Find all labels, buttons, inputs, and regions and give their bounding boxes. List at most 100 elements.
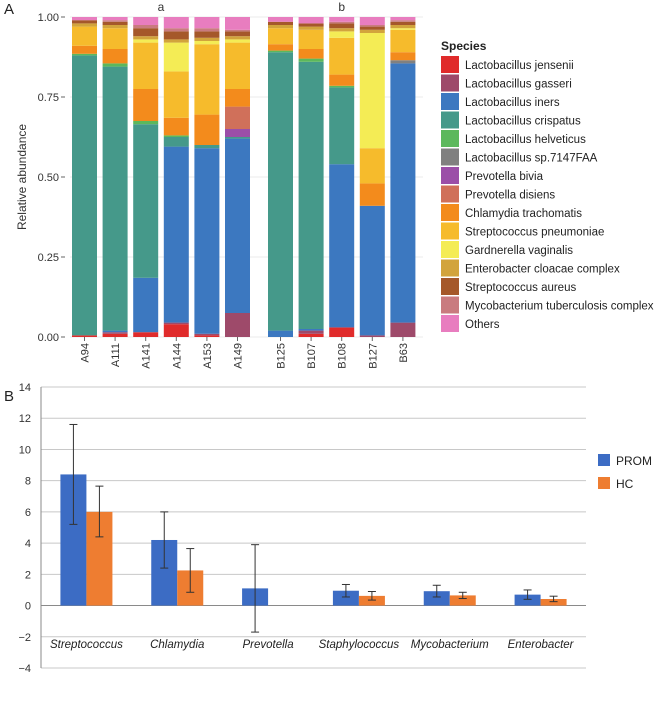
bar-a144-others (163, 17, 189, 29)
bar-a153-chlamydia-trachomatis (194, 114, 220, 145)
bar-b63-lactobacillus-gasseri (390, 322, 416, 337)
x-tick-label-streptococcus: Streptococcus (50, 639, 123, 651)
bar-a94-streptococcus-pneumoniae (72, 26, 97, 46)
panel-a-x-ticks: A94 A111 A141 A144 A153 A149 B125 B107 B108 B127 B… (80, 337, 410, 369)
x-tick-label-staphylococcus: Staphylococcus (319, 639, 400, 651)
x-tick-label-b108: B108 (337, 343, 349, 369)
legend-swatch-lactobacillus-iners (441, 93, 459, 110)
x-tick-label-chlamydia: Chlamydia (150, 639, 204, 651)
legend-title: Species (441, 39, 487, 53)
bar-a149-lactobacillus-crispatus (225, 137, 250, 139)
y-tick-label: 0.00 (38, 332, 59, 344)
bar-a94-streptococcus-aureus (72, 20, 97, 24)
bar-b63-mycobacterium-tuberculosis-complex (390, 20, 416, 22)
bar-b108-streptococcus-aureus (329, 23, 355, 29)
legend-swatch-prevotella-disiens (441, 185, 459, 203)
panel-b-bars (60, 474, 567, 606)
bar-hc-enterobacter (540, 598, 567, 606)
legend-swatch-lactobacillus-jensenii (441, 56, 459, 73)
bar-a149-prevotella-bivia (225, 129, 250, 137)
x-tick-label-a149: A149 (233, 343, 245, 369)
panel-a-bars (72, 17, 416, 337)
legend-label-lactobacillus-helveticus: Lactobacillus helveticus (465, 134, 586, 146)
bar-b108-chlamydia-trachomatis (329, 74, 355, 86)
y-tick-label: 0 (25, 601, 31, 613)
y-tick-label: 6 (25, 507, 31, 519)
bar-b108-enterobacter-cloacae-complex (329, 28, 355, 32)
legend-swatch-enterobacter-cloacae-complex (441, 259, 459, 277)
panel-b-label: B (4, 388, 14, 405)
y-tick-label: 14 (19, 382, 31, 394)
bar-b107-streptococcus-pneumoniae (298, 29, 324, 49)
x-tick-label-a153: A153 (202, 343, 214, 369)
x-tick-label-a94: A94 (80, 343, 92, 363)
bar-b127-mycobacterium-tuberculosis-complex (359, 25, 385, 27)
legend-swatch-lactobacillus-helveticus (441, 130, 459, 147)
bar-a149-others (225, 17, 250, 30)
bar-b127-lactobacillus-gasseri (359, 335, 385, 337)
bar-a94-enterobacter-cloacae-complex (72, 23, 97, 27)
bar-b108-others (329, 17, 355, 22)
panel-b-legend: PROM HC (598, 454, 652, 491)
legend-label-hc: HC (616, 477, 634, 491)
panel-b-gridlines (40, 386, 586, 669)
bar-a94-lactobacillus-crispatus (72, 55, 97, 336)
bar-a111-lactobacillus-iners (102, 330, 128, 333)
bar-prom-enterobacter (514, 594, 541, 606)
panel-a-y-axis-label: Relative abundance (15, 124, 29, 230)
bar-prom-mycobacterium (423, 591, 450, 606)
bar-a153-others (194, 17, 220, 29)
x-tick-label-a111: A111 (110, 343, 122, 367)
bar-a141-lactobacillus-helveticus (133, 121, 159, 125)
bar-a153-streptococcus-aureus (194, 31, 220, 38)
group-label-a: a (158, 0, 165, 14)
bar-a153-gardnerella-vaginalis (194, 41, 220, 45)
x-tick-label-b63: B63 (398, 343, 410, 363)
bar-a144-lactobacillus-jensenii (163, 324, 189, 337)
bar-b125-chlamydia-trachomatis (268, 44, 293, 51)
bar-b107-lactobacillus-helveticus (298, 58, 324, 62)
x-tick-label-b107: B107 (306, 343, 318, 369)
bar-b63-lactobacillus-sp-7147faa (390, 60, 416, 64)
legend-swatch-streptococcus-pneumoniae (441, 222, 459, 240)
bar-a144-streptococcus-pneumoniae (163, 71, 189, 118)
bar-b107-chlamydia-trachomatis (298, 49, 324, 59)
panel-b-x-ticks: Streptococcus Chlamydia Prevotella Staphylo… (50, 639, 575, 651)
bar-a141-lactobacillus-crispatus (133, 124, 159, 278)
bar-a153-lactobacillus-jensenii (194, 335, 220, 337)
bar-a111-lactobacillus-gasseri (102, 332, 128, 334)
bar-b108-lactobacillus-iners (329, 164, 355, 328)
bar-b63-lactobacillus-iners (390, 63, 416, 323)
bar-b108-gardnerella-vaginalis (329, 31, 355, 38)
y-tick-label: 4 (25, 538, 31, 550)
bar-a149-streptococcus-pneumoniae (225, 42, 250, 89)
bar-a111-mycobacterium-tuberculosis-complex (102, 20, 128, 22)
bar-b107-lactobacillus-iners (298, 329, 324, 331)
panel-a-y-ticks: 0.00 0.25 0.50 0.75 1.00 (38, 12, 65, 344)
bar-a153-lactobacillus-iners (194, 148, 220, 334)
bar-a141-lactobacillus-jensenii (133, 332, 159, 337)
bar-b107-lactobacillus-crispatus (298, 61, 324, 330)
bar-b125-lactobacillus-iners (268, 330, 293, 337)
bar-a141-gardnerella-vaginalis (133, 39, 159, 43)
bar-a141-mycobacterium-tuberculosis-complex (133, 25, 159, 29)
bar-a144-lactobacillus-gasseri (163, 322, 189, 325)
panel-a-legend: Species Lactobacillus jensenii Lactobacill… (441, 39, 654, 332)
legend-swatch-streptococcus-aureus (441, 278, 459, 295)
bar-b125-streptococcus-pneumoniae (268, 28, 293, 45)
bar-a149-chlamydia-trachomatis (225, 89, 250, 107)
legend-label-lactobacillus-crispatus: Lactobacillus crispatus (465, 116, 581, 128)
bar-a144-streptococcus-aureus (163, 31, 189, 40)
bar-a149-gardnerella-vaginalis (225, 39, 250, 43)
legend-swatch-lactobacillus-crispatus (441, 111, 459, 129)
bar-b127-others (359, 17, 385, 25)
bar-a153-enterobacter-cloacae-complex (194, 37, 220, 41)
bar-a153-lactobacillus-crispatus (194, 145, 220, 149)
legend-swatch-lactobacillus-gasseri (441, 74, 459, 92)
y-tick-label: −4 (18, 663, 31, 675)
x-tick-label-prevotella: Prevotella (243, 639, 294, 651)
panel-b-error-bars (69, 423, 558, 633)
